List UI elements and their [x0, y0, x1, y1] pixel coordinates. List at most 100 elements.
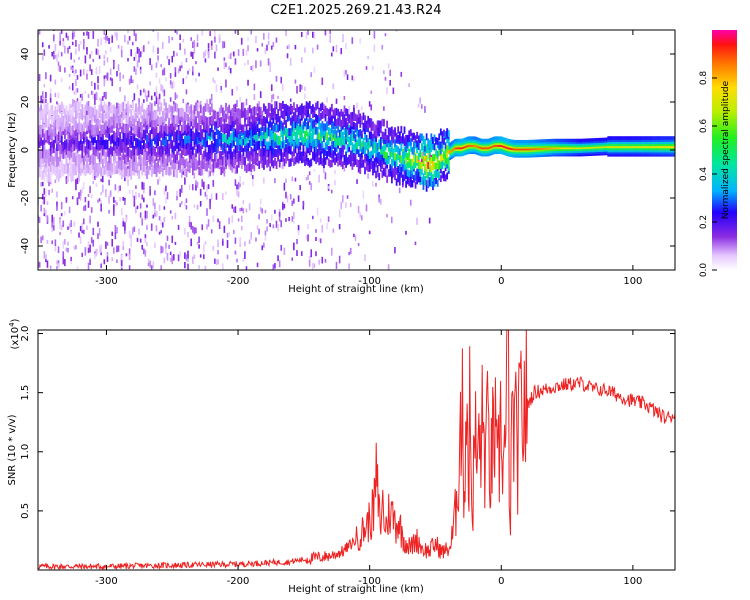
spectrogram-noise-cell [272, 264, 275, 270]
spectrogram-ridge-cell [446, 151, 449, 159]
spectrogram-noise-cell [89, 64, 91, 72]
spectrogram-ridge-cell [542, 153, 545, 157]
spectrogram-ridge-cell [389, 140, 392, 148]
spectrogram-ridge-cell [436, 141, 439, 149]
spectrogram-ridge-cell [68, 150, 71, 160]
spectrogram-ridge-cell [594, 141, 597, 145]
spectrogram-ridge-cell [571, 145, 573, 150]
spectrogram-noise-cell [356, 102, 358, 109]
spectrogram-ridge-cell [263, 127, 265, 136]
spectrogram-noise-cell [56, 101, 58, 105]
spectrogram-ridge-cell [487, 144, 490, 148]
spectrogram-ridge-cell [308, 147, 311, 156]
spectrogram-ridge-cell [555, 142, 558, 146]
spectrogram-noise-cell [340, 201, 343, 210]
spectrogram-noise-cell [345, 202, 347, 209]
spectrogram-ridge-cell [146, 124, 148, 134]
spectrogram-ridge-cell [323, 154, 325, 162]
spectrogram-ridge-cell [604, 148, 606, 152]
spectrogram-noise-cell [214, 80, 216, 84]
spectrogram-noise-cell [143, 45, 145, 52]
spectrogram-ridge-cell [499, 141, 502, 146]
spectrogram-ridge-cell [41, 128, 44, 138]
spectrogram-ridge-cell [289, 158, 292, 167]
spectrogram-ridge-cell [294, 108, 297, 117]
spectrogram-ridge-cell [179, 159, 182, 168]
spectrogram-ridge-cell [73, 152, 76, 162]
spectrogram-ridge-cell [46, 129, 49, 140]
spectrogram-ridge-cell [150, 119, 153, 129]
spectrogram-ridge-cell [487, 151, 490, 155]
spectrogram-ridge-cell [359, 113, 362, 122]
spectrogram-noise-cell [147, 90, 150, 98]
spectrogram-ridge-cell [488, 152, 491, 156]
spectrogram-ridge-cell [468, 136, 471, 140]
spectrogram-ridge-cell [514, 147, 516, 151]
spectrogram-ridge-cell [411, 180, 414, 188]
spectrogram-ridge-cell [185, 140, 188, 150]
spectrogram-ridge-cell [443, 129, 445, 137]
spectrogram-ridge-cell [422, 173, 425, 181]
spectrogram-ridge-cell [62, 149, 65, 159]
spectrogram-ridge-cell [553, 140, 556, 144]
spectrogram-ridge-cell [41, 140, 44, 150]
spectrogram-ridge-cell [228, 145, 231, 154]
spectrogram-ridge-cell [338, 148, 341, 156]
spectrogram-noise-cell [237, 218, 240, 222]
spectrogram-ridge-cell [441, 153, 444, 161]
spectrogram-ridge-cell [291, 115, 294, 124]
spectrogram-ridge-cell [509, 153, 512, 157]
spectrogram-ridge-cell [511, 146, 513, 150]
spectrogram-noise-cell [209, 170, 211, 177]
spectrogram-ridge-cell [76, 123, 79, 133]
spectrogram-ridge-cell [89, 165, 92, 176]
spectrogram-ridge-cell [482, 144, 485, 148]
spectrogram-ridge-cell [406, 161, 409, 169]
spectrogram-ridge-cell [233, 118, 235, 128]
chart-title: C2E1.2025.269.21.43.R24 [270, 3, 441, 18]
spectrogram-ridge-cell [62, 121, 65, 132]
spectrogram-noise-cell [166, 192, 169, 200]
spectrogram-noise-cell [161, 69, 164, 76]
spectrogram-ridge-cell [408, 135, 411, 143]
spectrogram-noise-cell [203, 181, 205, 190]
spectrogram-noise-cell [90, 81, 93, 86]
spectrogram-ridge-cell [188, 144, 191, 153]
spectrogram-ridge-cell [567, 138, 570, 143]
spectrogram-ridge-cell [408, 148, 411, 156]
spectrogram-noise-cell [116, 32, 118, 41]
spectrogram-noise-cell [89, 187, 91, 193]
spectrogram-ridge-cell [515, 145, 518, 149]
spectrogram-ridge-cell [495, 148, 498, 153]
spectrogram-noise-cell [223, 57, 226, 61]
spectrogram-ridge-cell [648, 153, 651, 157]
spectrogram-ridge-cell [111, 123, 114, 133]
spectrogram-ridge-cell [465, 149, 468, 154]
spectrogram-ridge-cell [624, 144, 627, 149]
spectrogram-ridge-cell [469, 148, 472, 153]
spectrogram-ridge-cell [571, 151, 573, 155]
spectrogram-ridge-cell [395, 154, 398, 162]
spectrogram-noise-cell [342, 34, 344, 42]
spectrogram-ridge-cell [177, 126, 180, 135]
spectrogram-ridge-cell [114, 132, 117, 142]
spectrogram-noise-cell [316, 207, 319, 216]
spectrogram-ridge-cell [656, 144, 659, 149]
spectrogram-noise-cell [180, 65, 183, 69]
spectrogram-ridge-cell [555, 151, 558, 155]
spectrogram-ridge-cell [324, 105, 327, 114]
spectrogram-ridge-cell [531, 152, 534, 156]
spectrogram-ridge-cell [436, 179, 439, 187]
spectrogram-ridge-cell [637, 148, 640, 153]
spectrogram-ridge-cell [203, 121, 205, 130]
spectrogram-ridge-cell [281, 140, 284, 149]
spectrogram-ridge-cell [70, 143, 73, 153]
spectrogram-ridge-cell [89, 106, 92, 116]
spectrogram-ridge-cell [488, 147, 491, 151]
spectrogram-ridge-cell [173, 154, 175, 163]
spectrogram-ridge-cell [206, 158, 208, 167]
spectrogram-noise-cell [116, 202, 118, 206]
spectrogram-noise-cell [250, 30, 253, 35]
spectrogram-ridge-cell [463, 144, 466, 149]
spectrogram-ridge-cell [657, 138, 660, 142]
